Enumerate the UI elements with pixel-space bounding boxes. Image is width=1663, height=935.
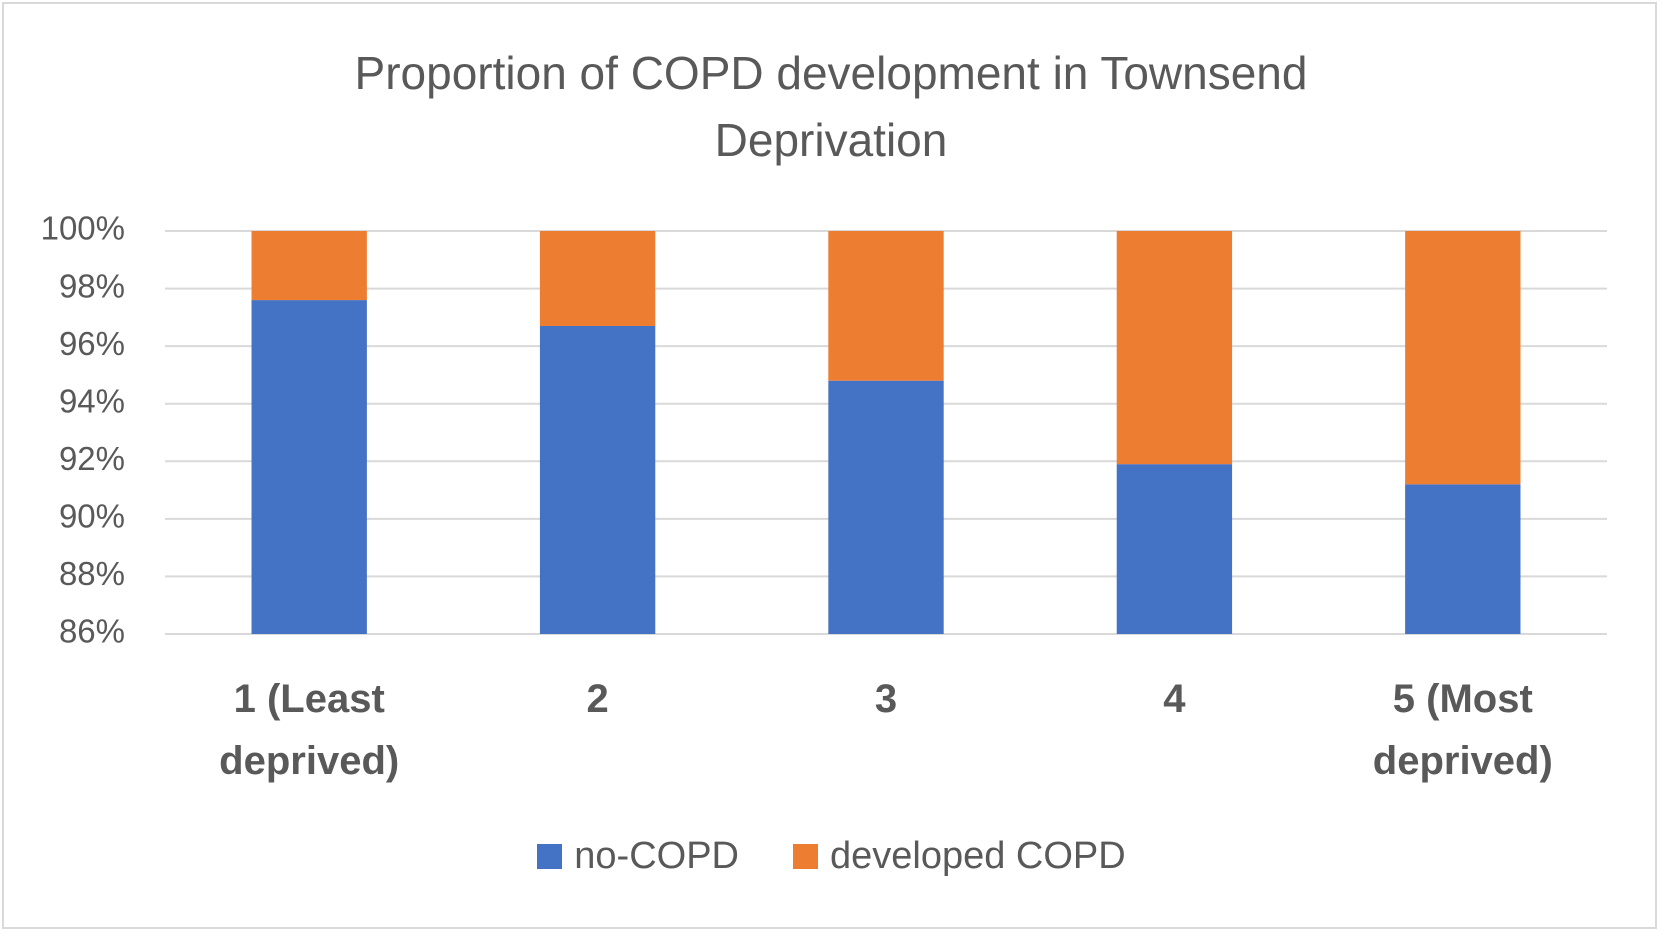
bar-segment: [539, 231, 656, 326]
bar-segment: [1405, 231, 1521, 485]
legend-item: developed COPD: [792, 835, 1126, 878]
legend-label: developed COPD: [829, 835, 1126, 877]
y-tick-label: 98%: [59, 267, 125, 304]
x-tick-label: 2: [586, 677, 609, 721]
bar-segment: [1116, 464, 1233, 634]
bar-segment: [1405, 484, 1521, 634]
y-tick-label: 94%: [59, 382, 125, 419]
legend-label: no-COPD: [574, 835, 739, 877]
x-tick-label: 3: [874, 677, 898, 721]
y-tick-label: 88%: [59, 555, 125, 592]
legend-item: no-COPD: [537, 835, 739, 878]
legend: no-COPD developed COPD: [0, 835, 1663, 878]
x-tick-label: 5 (Most deprived): [1372, 677, 1553, 783]
y-tick-label: 96%: [59, 325, 125, 362]
y-tick-label: 100%: [41, 210, 125, 247]
bar-segment: [251, 300, 367, 634]
y-tick-label: 90%: [59, 498, 125, 535]
x-tick-label: 4: [1163, 677, 1186, 721]
legend-swatch: [792, 844, 818, 869]
y-tick-label: 92%: [59, 440, 125, 477]
bar-segment: [539, 325, 656, 634]
bar-segment: [828, 231, 944, 381]
legend-swatch: [537, 844, 563, 869]
chart-title: Proportion of COPD development in Townse…: [354, 47, 1308, 166]
bar-segment: [828, 380, 944, 634]
bar-segment: [1116, 231, 1233, 465]
y-tick-label: 86%: [59, 613, 125, 650]
x-tick-label: 1 (Least deprived): [219, 677, 400, 783]
bar-segment: [251, 231, 367, 301]
